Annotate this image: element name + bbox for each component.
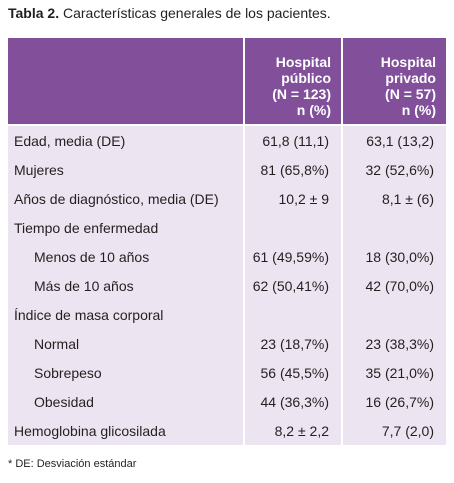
row-label: Normal — [8, 329, 244, 358]
title-label: Tabla 2. — [8, 5, 60, 21]
header-line: (N = 57) — [385, 86, 436, 102]
cell-value: 18 (30,0%) — [341, 242, 446, 271]
table-row: Más de 10 años 62 (50,41%) 42 (70,0%) — [8, 271, 446, 300]
table-row: Normal 23 (18,7%) 23 (38,3%) — [8, 329, 446, 358]
header-cell: Hospital público (N = 123) n (%) — [243, 38, 342, 125]
header-line: público — [281, 70, 331, 86]
row-label: Menos de 10 años — [8, 242, 244, 271]
row-label: Índice de masa corporal — [8, 300, 244, 329]
header-cell — [8, 38, 244, 125]
cell-value: 56 (45,5%) — [243, 358, 342, 387]
table-row: Tiempo de enfermedad — [8, 213, 446, 242]
cell-value: 42 (70,0%) — [341, 271, 446, 300]
cell-value: 8,2 ± 2,2 — [243, 416, 342, 445]
row-label: Obesidad — [8, 387, 244, 416]
row-label: Edad, media (DE) — [8, 124, 244, 155]
cell-value: 35 (21,0%) — [341, 358, 446, 387]
row-label: Sobrepeso — [8, 358, 244, 387]
cell-value: 44 (36,3%) — [243, 387, 342, 416]
row-label: Tiempo de enfermedad — [8, 213, 244, 242]
table-row: Mujeres 81 (65,8%) 32 (52,6%) — [8, 155, 446, 184]
title-text: Características generales de los pacient… — [59, 5, 331, 21]
cell-value: 16 (26,7%) — [341, 387, 446, 416]
table-row: Índice de masa corporal — [8, 300, 446, 329]
header-line: privado — [385, 70, 436, 86]
cell-value: 61 (49,59%) — [243, 242, 342, 271]
header-line: n (%) — [296, 102, 331, 118]
cell-value: 61,8 (11,1) — [243, 124, 342, 155]
cell-value — [243, 300, 342, 329]
table-title: Tabla 2. Características generales de lo… — [8, 5, 331, 21]
table-row: Edad, media (DE) 61,8 (11,1) 63,1 (13,2) — [8, 124, 446, 155]
header-line: (N = 123) — [272, 86, 331, 102]
cell-value: 23 (38,3%) — [341, 329, 446, 358]
cell-value: 32 (52,6%) — [341, 155, 446, 184]
cell-value — [243, 213, 342, 242]
table-row: Sobrepeso 56 (45,5%) 35 (21,0%) — [8, 358, 446, 387]
row-label: Más de 10 años — [8, 271, 244, 300]
cell-value: 23 (18,7%) — [243, 329, 342, 358]
cell-value: 63,1 (13,2) — [341, 124, 446, 155]
table-row: Obesidad 44 (36,3%) 16 (26,7%) — [8, 387, 446, 416]
cell-value: 81 (65,8%) — [243, 155, 342, 184]
header-line: Hospital — [275, 54, 331, 70]
row-label: Mujeres — [8, 155, 244, 184]
cell-value: 10,2 ± 9 — [243, 184, 342, 213]
table-body: Edad, media (DE) 61,8 (11,1) 63,1 (13,2) Mu… — [8, 124, 446, 445]
header-cell: Hospital privado (N = 57) n (%) — [341, 38, 446, 125]
footnote: * DE: Desviación estándar — [8, 458, 137, 470]
header-row: Hospital público (N = 123) n (%) Hospital pr… — [8, 38, 446, 125]
row-label: Años de diagnóstico, media (DE) — [8, 184, 244, 213]
header-line: n (%) — [401, 102, 436, 118]
table: Hospital público (N = 123) n (%) Hospital pr… — [8, 38, 446, 445]
cell-value — [341, 213, 446, 242]
table-row: Hemoglobina glicosilada 8,2 ± 2,2 7,7 (2,0… — [8, 416, 446, 445]
row-label: Hemoglobina glicosilada — [8, 416, 244, 445]
cell-value — [341, 300, 446, 329]
header-line: Hospital — [380, 54, 436, 70]
cell-value: 8,1 ± (6) — [341, 184, 446, 213]
table-row: Menos de 10 años 61 (49,59%) 18 (30,0%) — [8, 242, 446, 271]
cell-value: 7,7 (2,0) — [341, 416, 446, 445]
cell-value: 62 (50,41%) — [243, 271, 342, 300]
